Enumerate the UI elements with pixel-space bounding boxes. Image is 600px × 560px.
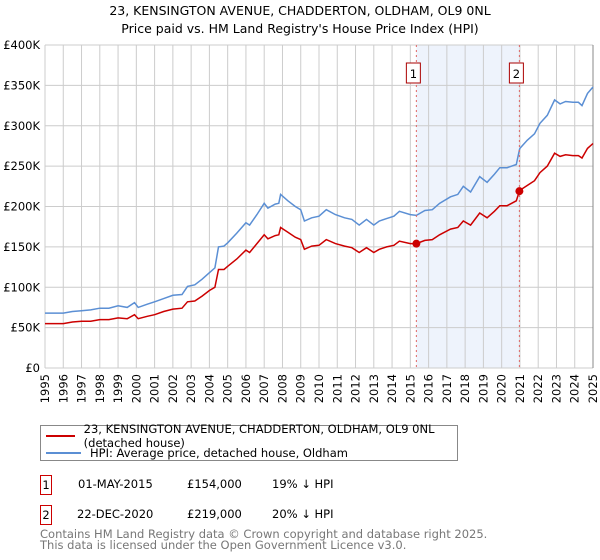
- sale-point: [412, 239, 421, 248]
- footer-licence: This data is licensed under the Open Gov…: [40, 538, 407, 552]
- x-tick-label: 2002: [166, 374, 180, 403]
- legend-label: HPI: Average price, detached house, Oldh…: [90, 446, 348, 460]
- y-tick-label: £0: [25, 361, 40, 375]
- x-tick-label: 2015: [403, 374, 417, 403]
- legend-swatch-blue: [46, 452, 81, 454]
- x-tick-label: 2022: [531, 374, 545, 403]
- footer-copyright: Contains HM Land Registry data © Crown c…: [40, 527, 488, 541]
- footer: Contains HM Land Registry data © Crown c…: [40, 527, 488, 552]
- x-tick-label: 2017: [440, 374, 454, 403]
- sale-diff: 20% ↓ HPI: [272, 507, 334, 521]
- x-tick-label: 1995: [38, 374, 52, 403]
- x-tick-label: 2006: [239, 374, 253, 403]
- x-tick-label: 2014: [385, 374, 399, 403]
- legend-item-property: 23, KENSINGTON AVENUE, CHADDERTON, OLDHA…: [46, 422, 457, 450]
- x-tick-label: 2001: [148, 374, 162, 403]
- sale-price: £219,000: [187, 507, 242, 521]
- x-tick-label: 1996: [56, 374, 70, 403]
- y-tick-label: £100K: [3, 280, 40, 294]
- x-tick-label: 2021: [513, 374, 527, 403]
- chart-subtitle: Price paid vs. HM Land Registry's House …: [121, 21, 478, 36]
- x-tick-label: 2005: [221, 374, 235, 403]
- x-tick-label: 2008: [275, 374, 289, 403]
- x-tick-label: 2011: [330, 374, 344, 403]
- legend-label: 23, KENSINGTON AVENUE, CHADDERTON, OLDHA…: [83, 422, 435, 450]
- sale-marker-label: 1: [410, 67, 417, 81]
- x-tick-label: 2025: [586, 374, 600, 403]
- chart-title: 23, KENSINGTON AVENUE, CHADDERTON, OLDHA…: [109, 3, 490, 18]
- x-tick-label: 2020: [495, 374, 509, 403]
- y-tick-label: £400K: [3, 38, 40, 52]
- x-tick-label: 1999: [111, 374, 125, 403]
- sale-marker-box: [508, 62, 524, 84]
- x-tick-label: 2004: [202, 374, 216, 403]
- chart-legend: 23, KENSINGTON AVENUE, CHADDERTON, OLDHA…: [40, 422, 458, 461]
- x-tick-label: 2009: [294, 374, 308, 403]
- x-tick-label: 2000: [129, 374, 143, 403]
- x-tick-label: 2013: [367, 374, 381, 403]
- x-tick-label: 2018: [458, 374, 472, 403]
- x-tick-label: 2016: [422, 374, 436, 403]
- y-tick-label: £150K: [3, 240, 40, 254]
- sale-marker-label: 2: [513, 67, 520, 81]
- x-tick-label: 2019: [476, 374, 490, 403]
- x-tick-label: 1997: [75, 374, 89, 403]
- y-tick-label: £200K: [3, 200, 40, 214]
- sale-date: 22-DEC-2020: [77, 507, 154, 521]
- sale-date: 01-MAY-2015: [78, 477, 153, 491]
- x-tick-label: 2024: [568, 374, 582, 403]
- hpi-line: [45, 86, 594, 314]
- y-tick-label: £350K: [3, 78, 40, 92]
- y-tick-label: £50K: [11, 321, 41, 335]
- sale-marker-box: [405, 62, 421, 84]
- legend-item-hpi: HPI: Average price, detached house, Oldh…: [46, 445, 348, 461]
- x-tick-label: 2012: [349, 374, 363, 403]
- sale-badge: 2: [40, 505, 52, 525]
- legend-swatch-red: [46, 435, 75, 437]
- x-tick-label: 2023: [549, 374, 563, 403]
- sale-badge: 1: [40, 475, 52, 495]
- x-tick-label: 2007: [257, 374, 271, 403]
- x-tick-label: 2003: [184, 374, 198, 403]
- x-tick-label: 2010: [312, 374, 326, 403]
- sale-point: [515, 187, 524, 196]
- sale-diff: 19% ↓ HPI: [272, 477, 334, 491]
- x-tick-label: 1998: [93, 374, 107, 403]
- sale-price: £154,000: [187, 477, 242, 491]
- y-tick-label: £250K: [3, 159, 40, 173]
- y-tick-label: £300K: [3, 119, 40, 133]
- price-chart: 23, KENSINGTON AVENUE, CHADDERTON, OLDHA…: [3, 3, 600, 403]
